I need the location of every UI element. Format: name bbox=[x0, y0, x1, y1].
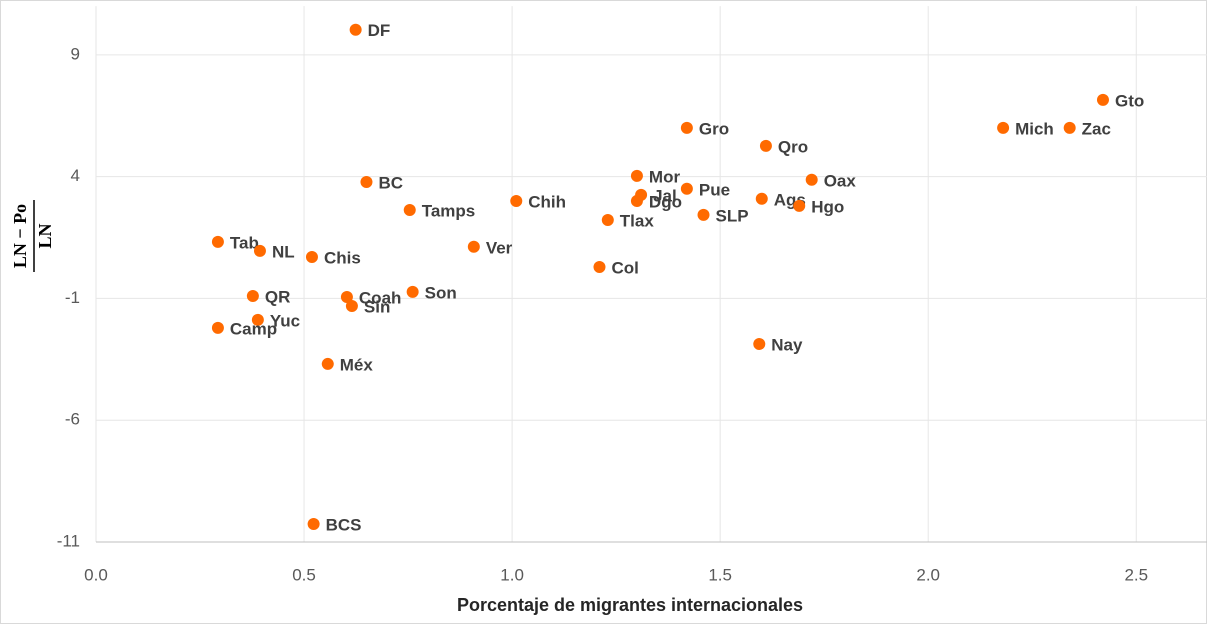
point-label: Col bbox=[611, 258, 638, 277]
x-tick-label: 2.0 bbox=[916, 565, 940, 584]
point bbox=[360, 175, 373, 188]
x-axis-title: Porcentaje de migrantes internacionales bbox=[457, 595, 803, 615]
y-tick-label: 9 bbox=[71, 44, 80, 63]
point-label: Tab bbox=[230, 233, 259, 252]
point-label: NL bbox=[272, 242, 295, 261]
point-label: Dgo bbox=[649, 192, 682, 211]
point bbox=[630, 194, 643, 207]
point bbox=[251, 313, 264, 326]
point bbox=[997, 121, 1010, 134]
point-label: DF bbox=[368, 21, 391, 40]
y-tick-label: 4 bbox=[71, 166, 80, 185]
point-label: Tlax bbox=[620, 211, 655, 230]
point bbox=[759, 139, 772, 152]
point-label: Gto bbox=[1115, 91, 1144, 110]
point-label: Nay bbox=[771, 335, 803, 354]
point bbox=[246, 289, 259, 302]
x-tick-label: 0.0 bbox=[84, 565, 108, 584]
point bbox=[755, 192, 768, 205]
point bbox=[601, 213, 614, 226]
x-tick-label: 1.0 bbox=[500, 565, 524, 584]
point-label: Hgo bbox=[811, 197, 844, 216]
point-label: Qro bbox=[778, 137, 808, 156]
point bbox=[406, 285, 419, 298]
point-label: BCS bbox=[326, 515, 362, 534]
point-label: Chih bbox=[528, 192, 566, 211]
point-label: QR bbox=[265, 287, 291, 306]
point-label: Méx bbox=[340, 355, 374, 374]
point-label: Jal bbox=[653, 186, 677, 205]
point bbox=[697, 208, 710, 221]
y-title-numerator: LN − Po bbox=[10, 204, 30, 268]
point bbox=[305, 250, 318, 263]
point-label: Gro bbox=[699, 119, 729, 138]
point-label: Ver bbox=[486, 238, 513, 257]
point bbox=[805, 173, 818, 186]
y-tick-label: -6 bbox=[65, 410, 80, 429]
point bbox=[1096, 93, 1109, 106]
point bbox=[321, 357, 334, 370]
point-label: SLP bbox=[716, 206, 749, 225]
point bbox=[753, 337, 766, 350]
point-label: Yuc bbox=[270, 311, 300, 330]
y-axis-title: LN − Po LN bbox=[10, 200, 55, 272]
point-label: BC bbox=[378, 173, 403, 192]
point bbox=[593, 260, 606, 273]
point-label: Zac bbox=[1082, 119, 1111, 138]
point bbox=[403, 203, 416, 216]
x-tick-label: 0.5 bbox=[292, 565, 316, 584]
point-label: Mor bbox=[649, 167, 681, 186]
point bbox=[793, 199, 806, 212]
y-title-denominator: LN bbox=[35, 223, 55, 248]
point bbox=[680, 182, 693, 195]
point-label: Chis bbox=[324, 248, 361, 267]
point bbox=[510, 194, 523, 207]
point bbox=[680, 121, 693, 134]
point-label: Coah bbox=[359, 288, 402, 307]
point-label: Mich bbox=[1015, 119, 1054, 138]
point bbox=[345, 299, 358, 312]
point-label: Pue bbox=[699, 180, 730, 199]
point bbox=[1063, 121, 1076, 134]
point bbox=[340, 290, 353, 303]
x-tick-label: 1.5 bbox=[708, 565, 732, 584]
y-tick-label: -11 bbox=[57, 531, 80, 550]
point bbox=[211, 235, 224, 248]
point-label: Son bbox=[425, 283, 457, 302]
point bbox=[253, 244, 266, 257]
point bbox=[307, 517, 320, 530]
point bbox=[467, 240, 480, 253]
point-label: Oax bbox=[824, 171, 857, 190]
point bbox=[211, 321, 224, 334]
y-tick-label: -1 bbox=[65, 288, 80, 307]
point bbox=[630, 169, 643, 182]
point-label: Camp bbox=[230, 319, 277, 338]
point-label: Tamps bbox=[422, 201, 476, 220]
point-label: Sin bbox=[364, 297, 390, 316]
x-tick-label: 2.5 bbox=[1124, 565, 1148, 584]
point bbox=[349, 23, 362, 36]
